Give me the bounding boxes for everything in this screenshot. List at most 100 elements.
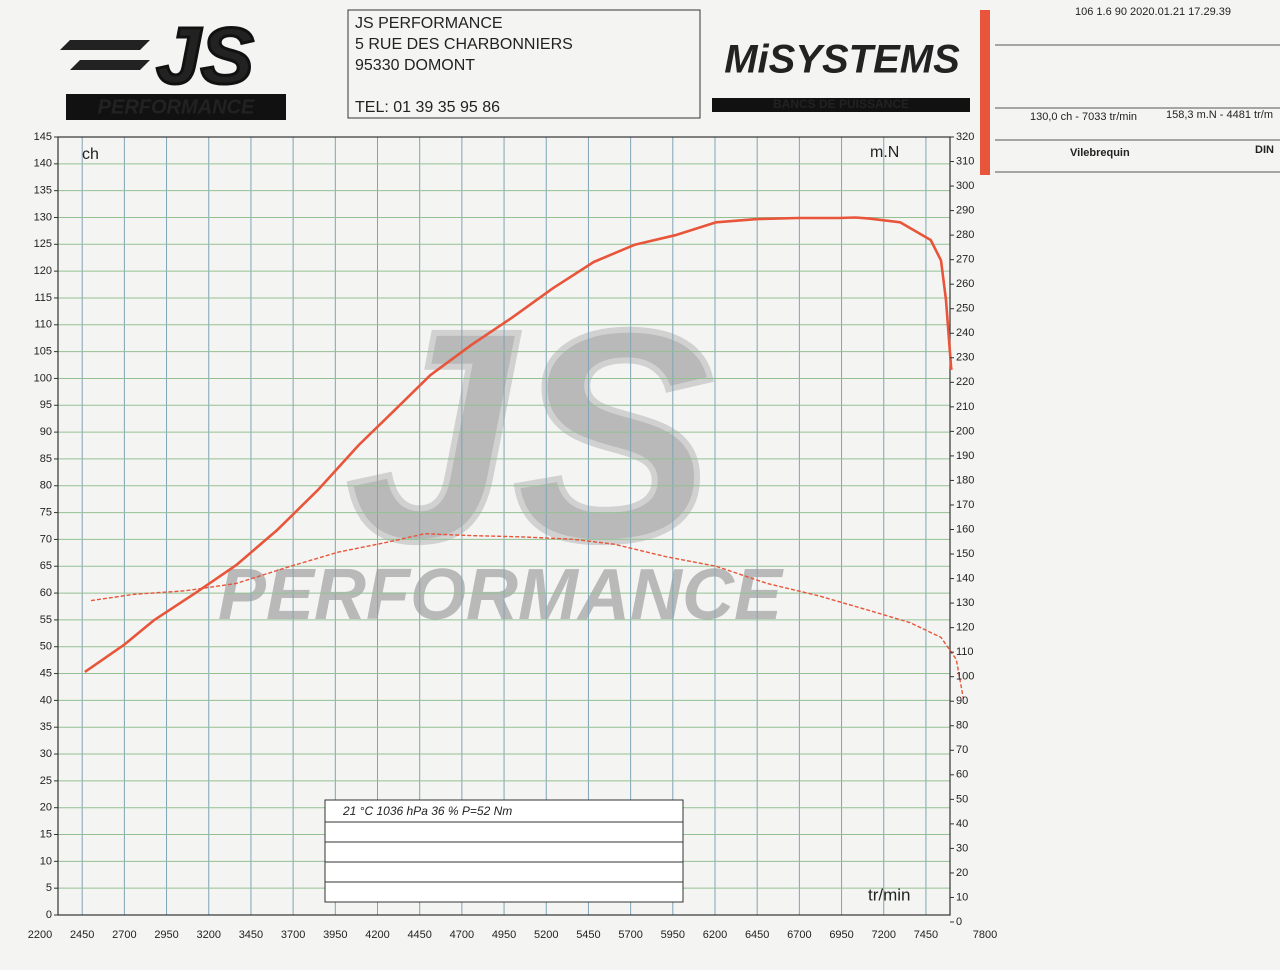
y2-tick-label: 90: [956, 695, 968, 707]
y-tick-label: 125: [34, 238, 52, 250]
y2-tick-label: 20: [956, 867, 968, 879]
y-tick-label: 130: [34, 211, 52, 223]
plot-frame: [57, 136, 951, 916]
y2-tick-label: 120: [956, 622, 974, 634]
x-tick-label: 6950: [829, 929, 853, 941]
y2-tick-label: 260: [956, 278, 974, 290]
y2-axis-label: m.N: [870, 144, 899, 161]
grid: [58, 136, 950, 916]
y2-tick-label: 160: [956, 523, 974, 535]
conditions-frame: [324, 799, 684, 903]
y-axis-label: ch: [82, 146, 99, 163]
x-tick-label: 3450: [239, 929, 263, 941]
y-tick-label: 45: [40, 667, 52, 679]
y2-tick-label: 250: [956, 303, 974, 315]
watermark: JS PERFORMANCE: [218, 264, 784, 635]
y-tick-label: 110: [34, 319, 52, 331]
y2-tick-label: 140: [956, 572, 974, 584]
y2-tick-label: 50: [956, 793, 968, 805]
x-tick-label: 3200: [197, 929, 221, 941]
y2-tick-label: 170: [956, 499, 974, 511]
address-box: [347, 9, 701, 119]
y2-tick-label: 180: [956, 474, 974, 486]
x-tick-label: 2450: [70, 929, 94, 941]
y2-tick-label: 110: [956, 646, 974, 658]
x-tick-label: 5700: [618, 929, 642, 941]
x-tick-label: 4950: [492, 929, 516, 941]
y2-tick-label: 210: [956, 401, 974, 413]
y-tick-label: 115: [34, 292, 52, 304]
result: 130,0 ch - 7033 tr/min: [1030, 111, 1137, 123]
x-tick-label: 4200: [365, 929, 389, 941]
y2-tick-label: 300: [956, 180, 974, 192]
x-tick-label: 7200: [872, 929, 896, 941]
y-tick-label: 50: [40, 641, 52, 653]
logo-band: [712, 98, 970, 112]
stamp: 106 1.6 90 2020.01.21 17.29.39: [1075, 6, 1231, 18]
y-tick-label: 90: [40, 426, 52, 438]
y-tick-label: 75: [40, 506, 52, 518]
x-tick-label: 3950: [323, 929, 347, 941]
y2-tick-label: 310: [956, 155, 974, 167]
logo-small: PERFORMANCE: [98, 96, 255, 118]
address-line: 5 RUE DES CHARBONNIERS: [355, 36, 573, 53]
x-tick-label: 5200: [534, 929, 558, 941]
y-tick-label: 100: [34, 372, 52, 384]
x-tick-label: 6450: [745, 929, 769, 941]
x-tick-label: 3700: [281, 929, 305, 941]
y-tick-label: 135: [34, 185, 52, 197]
y-tick-label: 10: [40, 855, 52, 867]
conditions: 21 °C 1036 hPa 36 % P=52 Nm: [342, 804, 512, 818]
y-tick-label: 20: [40, 802, 52, 814]
y2-tick-label: 220: [956, 376, 974, 388]
y-tick-label: 5: [46, 882, 52, 894]
y2-tick-label: 40: [956, 818, 968, 830]
x-tick-label: 2950: [154, 929, 178, 941]
x-tick-label: 6700: [787, 929, 811, 941]
y-tick-label: 40: [40, 694, 52, 706]
y2-tick-label: 270: [956, 254, 974, 266]
power-curve: [84, 216, 953, 673]
y-tick-label: 65: [40, 560, 52, 572]
logo-right: MiSYSTEMS BANCS DE PUISSANCE: [712, 38, 970, 112]
y-tick-label: 60: [40, 587, 52, 599]
x-tick-label: 6200: [703, 929, 727, 941]
logo-big: JS: [156, 11, 254, 100]
norm: DIN: [1255, 144, 1274, 156]
x-tick-label: 5450: [576, 929, 600, 941]
y-tick-label: 25: [40, 775, 52, 787]
torque-curve: [90, 533, 965, 699]
logo-left: JS PERFORMANCE: [60, 10, 286, 120]
y-tick-label: 15: [40, 828, 52, 840]
y2-tick-label: 0: [956, 916, 962, 928]
y-tick-label: 30: [40, 748, 52, 760]
y2-tick-label: 290: [956, 205, 974, 217]
y-tick-label: 0: [46, 909, 52, 921]
x-tick-label: 4450: [407, 929, 431, 941]
x-tick-label: 2700: [112, 929, 136, 941]
y2-tick-label: 320: [956, 131, 974, 143]
y2-tick-label: 30: [956, 842, 968, 854]
y-tick-label: 95: [40, 399, 52, 411]
y2-tick-label: 10: [956, 891, 968, 903]
y2-tick-label: 60: [956, 769, 968, 781]
y2-tick-label: 200: [956, 425, 974, 437]
y-tick-label: 85: [40, 453, 52, 465]
y-tick-label: 70: [40, 533, 52, 545]
y-tick-label: 35: [40, 721, 52, 733]
y2-tick-label: 190: [956, 450, 974, 462]
address-line: JS PERFORMANCE: [355, 15, 503, 32]
result: 158,3 m.N - 4481 tr/m: [1166, 109, 1273, 121]
logo-stripes: [60, 40, 150, 70]
watermark-big: JS: [347, 267, 715, 603]
logo-small: BANCS DE PUISSANCE: [773, 97, 909, 111]
y2-tick-label: 80: [956, 720, 968, 732]
logo-big: MiSYSTEMS: [724, 38, 960, 82]
x-tick-label: 7450: [914, 929, 938, 941]
address-line: TEL: 01 39 35 95 86: [355, 99, 500, 116]
address-line: 95330 DOMONT: [355, 57, 475, 74]
y2-tick-label: 240: [956, 327, 974, 339]
y-tick-label: 80: [40, 480, 52, 492]
conditions-box: 21 °C 1036 hPa 36 % P=52 Nm: [324, 799, 684, 903]
